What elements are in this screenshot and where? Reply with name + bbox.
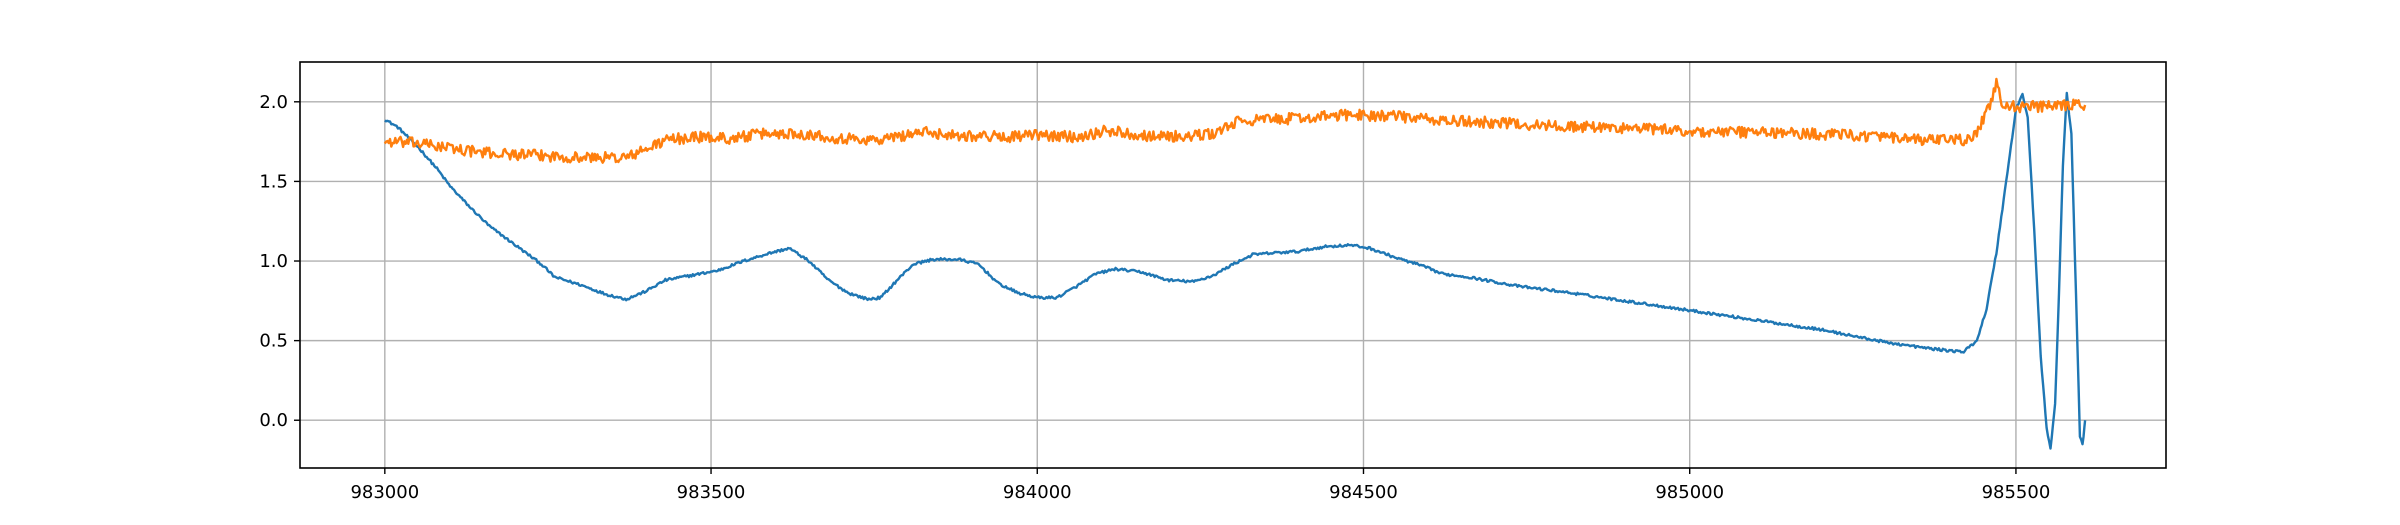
x-tick-label: 983000: [350, 482, 419, 503]
x-tick-label: 984000: [1003, 482, 1072, 503]
series-line-1: [384, 91, 2087, 450]
grid-lines: [300, 62, 2166, 468]
y-tick-label: 0.5: [259, 331, 288, 352]
x-tick-label: 985500: [1982, 482, 2051, 503]
series-layer: [383, 77, 2087, 450]
y-tick-label: 2.0: [259, 92, 288, 113]
y-tick-label: 1.0: [259, 251, 288, 272]
x-tick-label: 985000: [1655, 482, 1724, 503]
x-tick-label: 984500: [1329, 482, 1398, 503]
y-tick-label: 0.0: [259, 410, 288, 431]
plot-frame: [299, 61, 2167, 469]
y-tick-label: 1.5: [259, 171, 288, 192]
x-tick-label: 983500: [677, 482, 746, 503]
axis-ticks: 983000 983500 984000 984500 985000 985500 0.0 0…: [259, 92, 2050, 503]
series-line-2: [383, 77, 2087, 164]
